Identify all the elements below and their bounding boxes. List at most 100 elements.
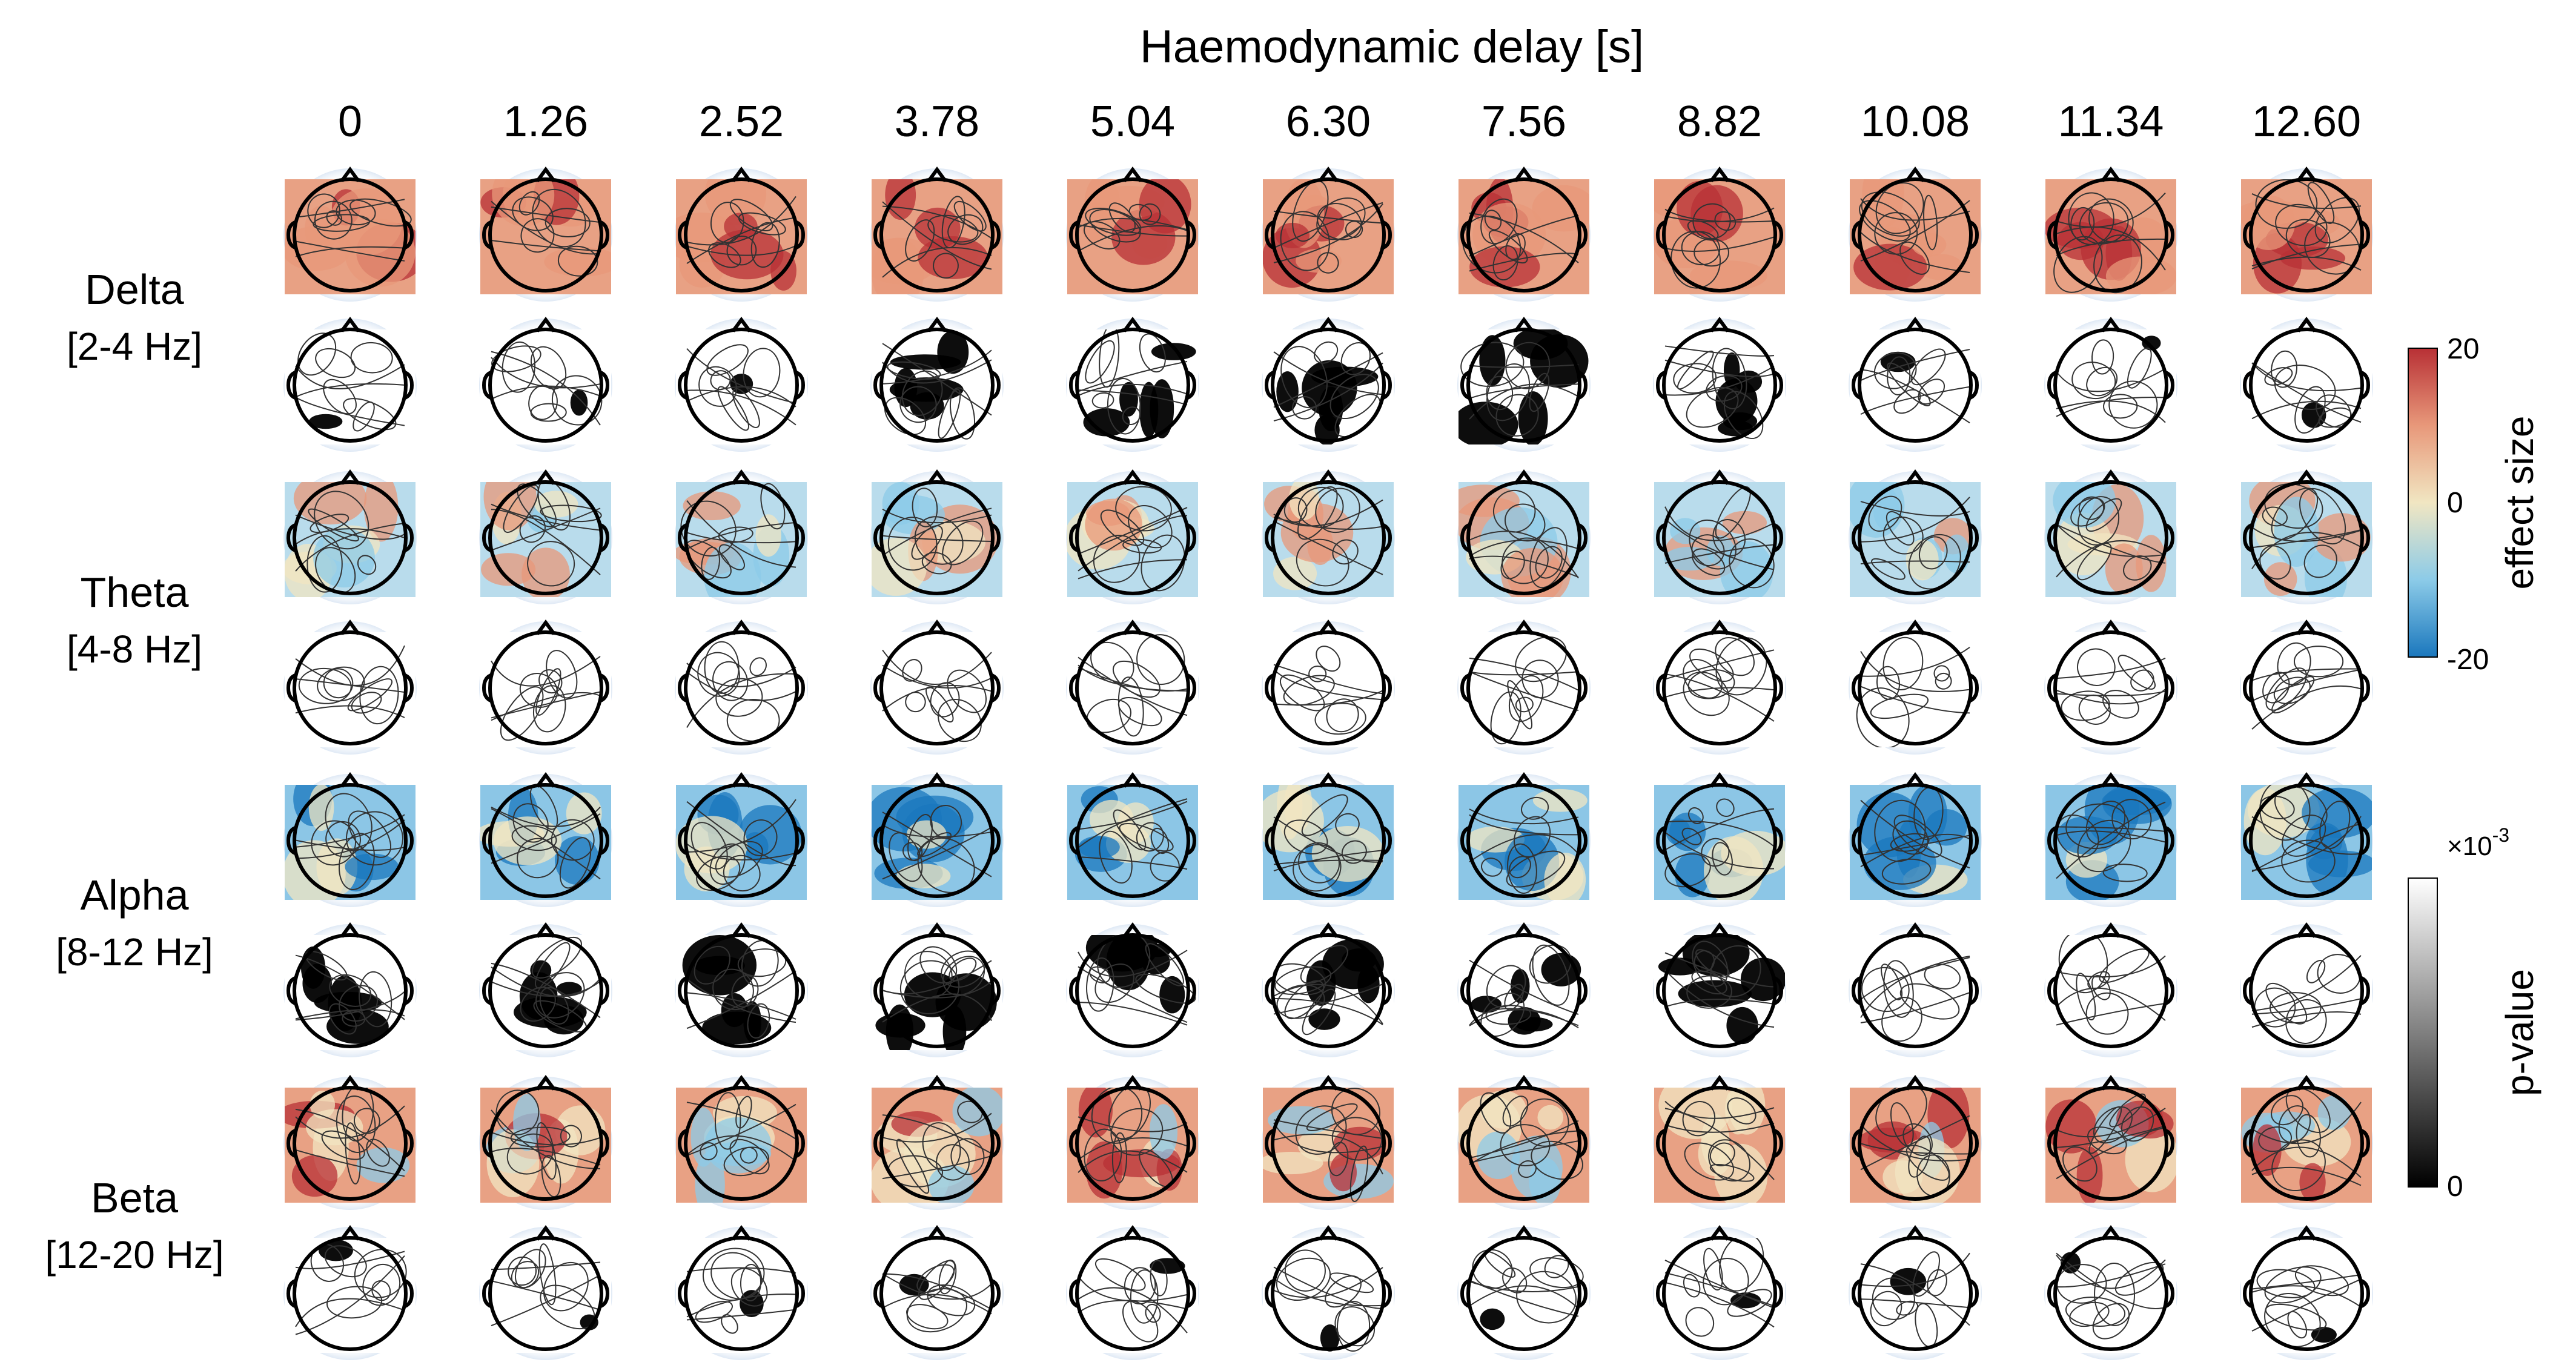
effect-topomap [1849,772,1982,907]
effect-topomap [675,1074,808,1210]
delay-label: 0 [338,97,362,146]
band-name-label: Beta [91,1174,178,1221]
delay-label: 12.60 [2252,97,2361,146]
pvalue-topomap [2044,316,2177,452]
effect-topomap [1849,166,1982,302]
effect-topomap [1066,772,1199,907]
pvalue-topomap [1849,1224,1982,1360]
effect-topomap [1457,469,1591,604]
band-range-label: [8-12 Hz] [56,930,213,974]
effect-topomap [2044,772,2177,907]
pvalue-topomap [1457,1224,1591,1360]
pvalue-topomap [283,619,417,755]
pvalue-colorbar-bar [2408,877,2438,1188]
effect-topomap [1066,166,1199,302]
effect-topomap [479,469,612,604]
pvalue-topomap [283,922,417,1057]
effect-topomap [1262,469,1395,604]
delay-label: 11.34 [2058,97,2164,146]
pvalue-topomap [283,1224,417,1360]
effect-topomap [1653,166,1786,302]
pvalue-topomap [1653,316,1786,452]
band-range-label: [4-8 Hz] [67,627,202,671]
pvalue-topomap [1262,619,1395,755]
effect-topomap [479,772,612,907]
pvalue-topomap [1653,1224,1786,1360]
p-value-colorbar: ×10-3 0 p-value [2408,824,2541,1203]
effect-topomap [479,1074,612,1210]
effect-tick-bottom: -20 [2447,644,2489,676]
effect-topomap [1653,1074,1786,1210]
pvalue-topomap [870,922,1004,1057]
effect-topomap [1653,772,1786,907]
effect-topomap [2044,166,2177,302]
topomap-grid [283,166,2373,1360]
pvalue-topomap [1653,922,1786,1057]
effect-topomap [2240,1074,2373,1210]
effect-topomap [1262,166,1395,302]
effect-topomap [2044,469,2177,604]
band-name-label: Alpha [80,871,188,919]
effect-topomap [870,1074,1004,1210]
effect-topomap [1457,166,1591,302]
band-labels: Delta [2-4 Hz] Theta [4-8 Hz] Alpha [8-12 Hz]… [45,266,223,1277]
effect-topomap [283,772,417,907]
pvalue-topomap [1066,316,1199,452]
effect-size-colorbar: 20 0 -20 effect size [2408,333,2541,676]
pvalue-topomap [479,316,612,452]
effect-topomap [870,166,1004,302]
effect-topomap [2044,1074,2177,1210]
pvalue-topomap [1066,922,1199,1057]
effect-topomap [2240,166,2373,302]
pvalue-topomap [675,316,808,452]
effect-topomap [1262,772,1395,907]
effect-topomap [1457,772,1591,907]
effect-tick-mid: 0 [2447,487,2463,519]
effect-topomap [283,1074,417,1210]
effect-topomap [283,166,417,302]
pvalue-topomap [675,619,808,755]
pvalue-topomap [479,922,612,1057]
column-header-title: Haemodynamic delay [s] [1140,21,1644,73]
effect-topomap [479,166,612,302]
pvalue-topomap [675,1224,808,1360]
delay-label: 1.26 [503,97,588,146]
pvalue-topomap [2240,619,2373,755]
pvalue-topomap [870,316,1004,452]
delay-label: 6.30 [1286,97,1371,146]
pvalue-topomap [1849,316,1982,452]
effect-topomap [1849,1074,1982,1210]
effect-topomap [2240,469,2373,604]
band-range-label: [2-4 Hz] [67,325,202,368]
delay-labels: 0 1.26 2.52 3.78 5.04 6.30 7.56 8.82 10.08 11.34 1… [338,97,2361,146]
pvalue-topomap [2044,619,2177,755]
pvalue-topomap [870,619,1004,755]
effect-colorbar-label: effect size [2498,416,2541,590]
band-range-label: [12-20 Hz] [45,1233,223,1277]
effect-topomap [675,166,808,302]
effect-topomap [870,469,1004,604]
pvalue-topomap [1457,316,1591,452]
effect-tick-top: 20 [2447,333,2479,365]
delay-label: 2.52 [699,97,784,146]
pvalue-topomap [675,922,808,1057]
effect-topomap [1457,1074,1591,1210]
effect-topomap [1066,1074,1199,1210]
effect-topomap [1262,1074,1395,1210]
delay-label: 10.08 [1861,97,1970,146]
pvalue-topomap [870,1224,1004,1360]
pvalue-topomap [1849,619,1982,755]
effect-topomap [283,469,417,604]
effect-topomap [870,772,1004,907]
delay-label: 7.56 [1482,97,1566,146]
pvalue-topomap [2240,316,2373,452]
effect-topomap [2240,772,2373,907]
pvalue-topomap [1262,1224,1395,1360]
pvalue-topomap [479,619,612,755]
effect-topomap [675,772,808,907]
band-name-label: Theta [81,569,189,616]
pvalue-topomap [2240,922,2373,1057]
pvalue-topomap [2240,1224,2373,1360]
pvalue-topomap [1262,316,1395,452]
